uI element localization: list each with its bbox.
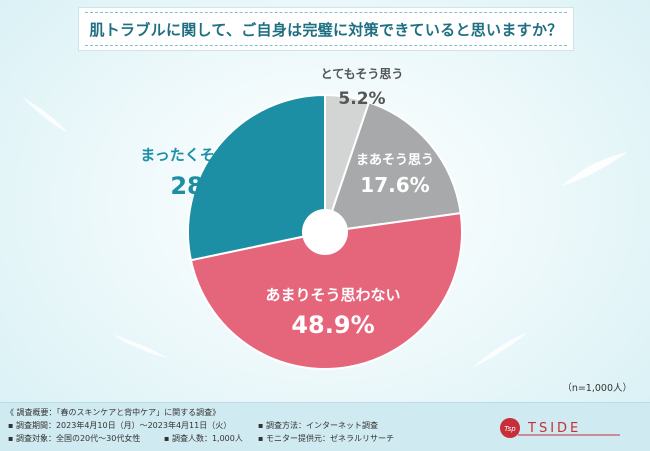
survey-provider: ▪ モニター提供元：ゼネラルリサーチ	[258, 434, 394, 443]
pie-slice	[323, 100, 462, 234]
feather-decoration	[472, 332, 528, 368]
svg-text:TSIDE: TSIDE	[527, 421, 581, 436]
feather-decoration	[22, 97, 68, 133]
survey-period: ▪ 調査期間：2023年4月10日（月）～2023年4月11日（火）	[8, 421, 232, 430]
title-box: 肌トラブルに関して、ご自身は完璧に対策できていると思いますか？	[78, 7, 574, 51]
slice-value-label: 5.2%	[338, 89, 385, 109]
slice-value-label: 28.3%	[170, 172, 253, 200]
survey-count: ▪ 調査人数：1,000人	[164, 434, 243, 443]
survey-heading: 《 調査概要：「春のスキンケアと背中ケア」に関する調査》	[6, 408, 221, 417]
pie-chart: とてもそう思う 5.2% まあそう思う 17.6% あまりそう思わない 48.9% まったく…	[140, 67, 463, 370]
survey-method: ▪ 調査方法：インターネット調査	[258, 421, 378, 430]
slice-value-label: 17.6%	[360, 173, 429, 197]
slice-label: まあそう思う	[356, 153, 434, 168]
chart-title: 肌トラブルに関して、ご自身は完璧に対策できていると思いますか？	[89, 21, 563, 39]
pie-slice	[189, 211, 463, 370]
slice-label: とてもそう思う	[321, 67, 404, 81]
survey-target: ▪ 調査対象：全国の20代～30代女性	[8, 434, 141, 443]
logo-mark-icon	[500, 418, 520, 438]
feather-decoration	[562, 152, 628, 186]
slice-label: まったくそう思わない	[140, 146, 289, 164]
survey-footer: 《 調査概要：「春のスキンケアと背中ケア」に関する調査》 ▪ 調査期間：2023…	[0, 402, 650, 451]
slice-value-label: 48.9%	[291, 311, 374, 339]
tside-logo: Tsp TSIDE	[500, 418, 620, 438]
donut-hole	[302, 209, 348, 255]
slice-label: あまりそう思わない	[265, 286, 400, 304]
svg-text:Tsp: Tsp	[504, 425, 516, 433]
pie-slice	[187, 93, 326, 262]
sample-size-label: （n=1,000人）	[562, 383, 632, 394]
feather-decoration	[112, 334, 168, 358]
